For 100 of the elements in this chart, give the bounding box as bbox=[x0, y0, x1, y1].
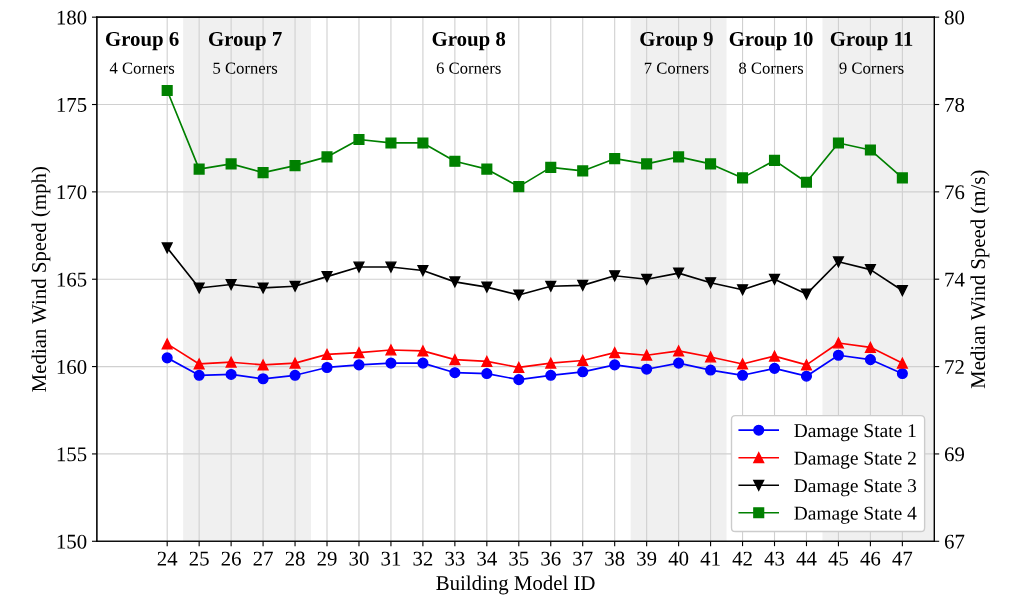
point bbox=[832, 137, 844, 149]
x-tick-label: 46 bbox=[860, 551, 881, 566]
point bbox=[673, 151, 685, 163]
point bbox=[193, 282, 205, 294]
point bbox=[321, 151, 333, 163]
y2-tick-label: 74 bbox=[945, 272, 965, 287]
x-tick-label: 27 bbox=[253, 551, 273, 566]
point bbox=[225, 368, 237, 380]
point bbox=[353, 347, 365, 359]
x-tick-label: 29 bbox=[317, 551, 337, 566]
point bbox=[705, 158, 717, 170]
point bbox=[705, 277, 717, 289]
point bbox=[864, 354, 876, 366]
y-tick-label: 170 bbox=[57, 185, 87, 200]
annotation: 8 Corners bbox=[739, 62, 804, 74]
x-tick-label: 37 bbox=[573, 551, 593, 566]
point bbox=[673, 267, 685, 279]
point bbox=[864, 264, 876, 276]
point bbox=[641, 363, 653, 375]
point bbox=[513, 374, 525, 386]
point bbox=[736, 172, 749, 184]
point bbox=[577, 279, 589, 291]
x-tick-label: 41 bbox=[700, 551, 720, 566]
x-tick-label: 35 bbox=[509, 551, 529, 566]
y-tick-label: 150 bbox=[57, 534, 87, 549]
x-tick-label: 38 bbox=[605, 551, 625, 566]
point bbox=[736, 284, 749, 296]
point bbox=[257, 282, 269, 294]
point bbox=[864, 341, 876, 353]
point bbox=[545, 357, 557, 369]
point bbox=[768, 273, 781, 285]
point bbox=[353, 261, 365, 273]
point bbox=[896, 285, 908, 297]
point bbox=[896, 172, 908, 184]
x-tick-label: 31 bbox=[381, 551, 401, 566]
x-tick-label: 42 bbox=[732, 551, 752, 566]
point bbox=[545, 280, 557, 292]
point bbox=[481, 163, 493, 175]
point bbox=[257, 373, 269, 385]
annotation: 9 Corners bbox=[839, 62, 904, 74]
annotation: Group 11 bbox=[830, 31, 913, 51]
point bbox=[736, 358, 749, 370]
point bbox=[896, 357, 908, 369]
x-tick-label: 28 bbox=[285, 551, 305, 566]
point bbox=[768, 350, 781, 362]
point bbox=[417, 345, 429, 357]
point bbox=[385, 357, 397, 369]
x-tick-label: 43 bbox=[764, 551, 785, 566]
point bbox=[161, 338, 173, 350]
point bbox=[800, 359, 813, 371]
x-tick-label: 47 bbox=[892, 551, 913, 566]
legend-label: Damage State 4 bbox=[794, 506, 917, 524]
point bbox=[736, 369, 749, 381]
point bbox=[800, 288, 813, 300]
legend-label: Damage State 1 bbox=[794, 424, 916, 442]
point bbox=[577, 366, 589, 378]
point bbox=[321, 271, 333, 283]
point bbox=[864, 144, 876, 156]
y2-tick-label: 80 bbox=[944, 10, 965, 25]
point bbox=[609, 270, 621, 282]
x-tick-label: 39 bbox=[637, 551, 657, 566]
y2-tick-label: 67 bbox=[944, 534, 965, 549]
point bbox=[353, 359, 365, 371]
legend-label: Damage State 2 bbox=[794, 451, 916, 469]
point bbox=[577, 354, 589, 367]
point bbox=[225, 356, 237, 368]
y-tick-label: 175 bbox=[57, 97, 87, 112]
point bbox=[417, 137, 429, 149]
x-tick-label: 34 bbox=[477, 551, 497, 566]
point bbox=[417, 264, 429, 277]
point bbox=[545, 369, 557, 381]
point bbox=[705, 351, 717, 363]
point bbox=[832, 256, 844, 268]
point bbox=[673, 357, 685, 369]
annotation: 5 Corners bbox=[213, 62, 278, 74]
point bbox=[641, 158, 653, 170]
point bbox=[321, 348, 333, 360]
point bbox=[257, 167, 269, 179]
point bbox=[513, 361, 525, 374]
annotation: Group 6 bbox=[105, 31, 179, 51]
legend-label: Damage State 3 bbox=[794, 479, 917, 497]
x-tick-label: 26 bbox=[221, 551, 241, 566]
point bbox=[609, 347, 621, 359]
point bbox=[513, 181, 525, 193]
y-tick-label: 165 bbox=[57, 272, 87, 287]
point bbox=[609, 359, 621, 371]
point bbox=[800, 176, 813, 188]
y2-tick-label: 76 bbox=[945, 185, 965, 200]
point bbox=[161, 242, 173, 254]
annotation: Group 8 bbox=[432, 31, 506, 51]
point bbox=[289, 369, 301, 381]
point bbox=[449, 276, 461, 288]
point bbox=[832, 337, 844, 349]
point bbox=[289, 280, 301, 292]
point bbox=[385, 261, 397, 273]
point bbox=[193, 358, 205, 370]
x-tick-label: 24 bbox=[157, 551, 178, 566]
point bbox=[289, 160, 301, 172]
point bbox=[385, 137, 397, 149]
point bbox=[289, 357, 301, 369]
